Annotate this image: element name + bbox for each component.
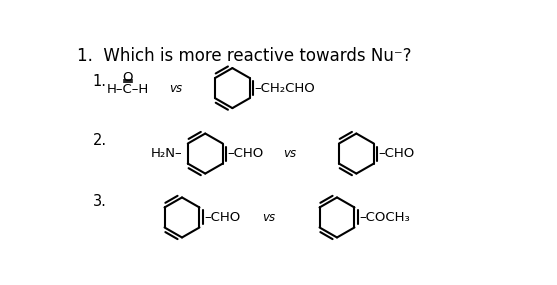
Text: 1.  Which is more reactive towards Nu⁻?: 1. Which is more reactive towards Nu⁻? [77,46,412,64]
Text: –CHO: –CHO [204,211,241,224]
Text: 1.: 1. [93,74,107,89]
Text: vs: vs [283,147,296,160]
Text: –COCH₃: –COCH₃ [359,211,410,224]
Text: –CHO: –CHO [379,147,415,160]
Text: –CHO: –CHO [228,147,264,160]
Text: vs: vs [169,82,182,95]
Text: O: O [123,71,133,84]
Text: H–C–H: H–C–H [106,83,149,96]
Text: vs: vs [262,211,275,224]
Text: –CH₂CHO: –CH₂CHO [255,82,316,95]
Text: 3.: 3. [93,194,107,209]
Text: H₂N–: H₂N– [151,147,183,160]
Text: 2.: 2. [93,133,107,148]
